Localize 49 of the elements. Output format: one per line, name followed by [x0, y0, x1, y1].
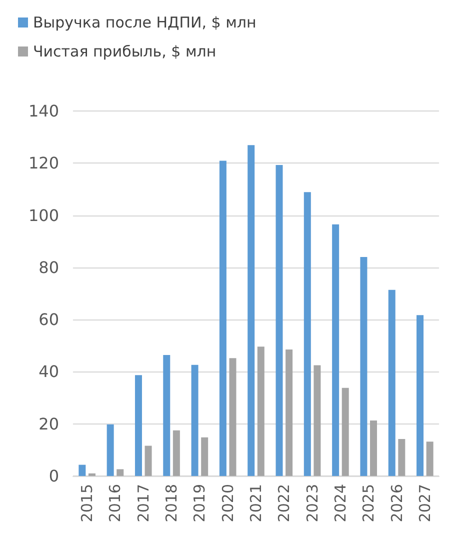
bar: [416, 315, 424, 476]
bar: [229, 358, 236, 476]
legend-label: Выручка после НДПИ, $ млн: [33, 14, 256, 32]
bar: [116, 469, 124, 476]
bar: [370, 420, 378, 476]
bar: [134, 375, 142, 476]
bar: [342, 388, 349, 476]
bar: [78, 464, 86, 476]
bar: [144, 446, 152, 476]
y-tick-label: 20: [38, 414, 59, 434]
y-tick-label: 40: [38, 362, 59, 382]
bar: [276, 164, 283, 476]
x-tick-label: 2018: [162, 484, 181, 522]
bar: [191, 364, 198, 476]
y-tick-label: 120: [28, 154, 59, 173]
bar: [398, 438, 406, 476]
x-tick-label: 2019: [190, 484, 209, 522]
bar: [257, 346, 264, 476]
bar: [332, 224, 340, 476]
bar: [201, 437, 208, 476]
bar: [88, 473, 96, 476]
bar: [219, 160, 226, 476]
y-tick-label: 140: [28, 102, 59, 120]
x-tick-label: 2026: [388, 484, 406, 522]
bar: [360, 257, 368, 476]
bar: [172, 430, 180, 476]
legend-label: Чистая прибыль, $ млн: [33, 42, 216, 60]
y-tick-label: 80: [38, 258, 59, 277]
x-tick-label: 2016: [106, 484, 124, 522]
x-tick-label: 2021: [247, 484, 265, 522]
x-tick-label: 2015: [78, 484, 96, 522]
y-tick-label: 100: [28, 206, 59, 225]
y-tick-label: 0: [48, 466, 59, 486]
bar: [314, 365, 321, 476]
bar: [163, 355, 170, 476]
bar: [106, 424, 114, 476]
x-tick-label: 2024: [331, 484, 350, 522]
bar: [286, 350, 293, 476]
y-tick-label: 60: [38, 310, 59, 330]
bar: [426, 442, 434, 476]
x-tick-label: 2023: [303, 484, 322, 522]
x-tick-label: 2025: [360, 484, 378, 522]
x-tick-label: 2020: [218, 484, 237, 522]
bar: [388, 290, 396, 476]
bar: [248, 145, 255, 476]
x-tick-label: 2022: [275, 484, 294, 522]
bar: [304, 192, 311, 476]
x-tick-label: 2027: [416, 484, 434, 522]
x-tick-label: 2017: [134, 484, 152, 522]
